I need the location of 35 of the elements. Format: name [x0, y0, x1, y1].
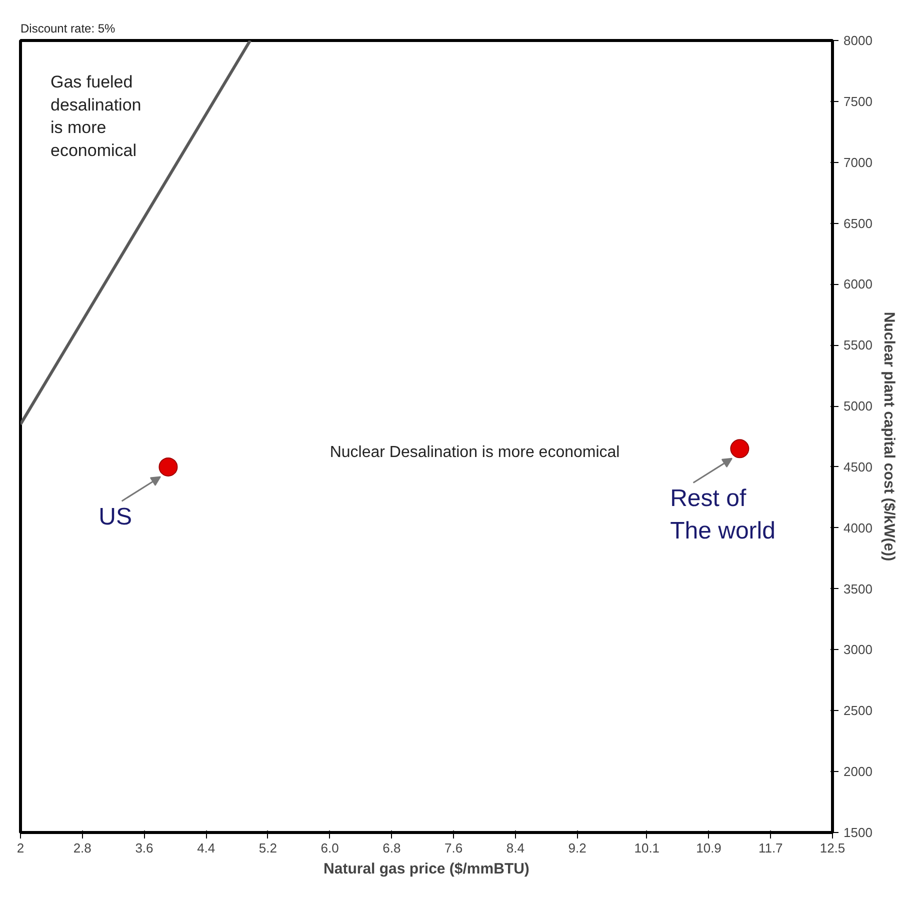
x-tick-label: 6.0: [320, 840, 339, 856]
annotation: US: [98, 504, 132, 531]
x-tick-label: 8.4: [506, 840, 524, 856]
text: Discount rate: 5%: [20, 22, 116, 36]
y-tick-label: 1500: [844, 825, 872, 840]
x-axis-title: Natural gas price ($/mmBTU): [324, 860, 530, 878]
y-tick-label: 3000: [844, 642, 872, 658]
x-tick-label: 10.9: [696, 840, 722, 856]
annotation: Rest of The world: [670, 485, 776, 545]
y-tick-label: 3500: [844, 581, 872, 596]
x-tick-label: 6.8: [382, 840, 401, 856]
y-tick-label: 2000: [844, 764, 872, 780]
y-tick-label: 6500: [844, 216, 872, 231]
annotation: Nuclear Desalination is more economical: [330, 444, 620, 461]
y-tick-label: 8000: [844, 33, 872, 48]
x-tick-label: 3.6: [135, 840, 154, 856]
x-tick-label: 11.7: [758, 840, 783, 856]
x-tick-label: 5.2: [258, 840, 278, 856]
y-tick-label: 4500: [844, 459, 872, 474]
y-tick-label: 6000: [844, 276, 872, 292]
annotation: Gas fueled desalination is more economical: [50, 72, 142, 160]
x-tick-label: 9.2: [568, 840, 586, 856]
y-axis-title: Nuclear plant capital cost ($/kW(e)): [880, 312, 898, 562]
x-tick-label: 4.4: [197, 840, 216, 856]
x-tick-label: 12.5: [820, 840, 846, 856]
y-tick-label: 5000: [844, 398, 872, 414]
y-tick-label: 4000: [844, 520, 872, 536]
y-tick-label: 2500: [844, 703, 872, 718]
y-tick-label: 7000: [844, 154, 872, 170]
x-tick-label: 7.6: [444, 840, 463, 856]
x-tick-label: 2.8: [73, 840, 92, 856]
y-tick-label: 7500: [844, 94, 872, 109]
x-tick-label: 2: [16, 840, 24, 856]
x-tick-label: 10.1: [634, 840, 660, 856]
y-tick-label: 5500: [844, 338, 872, 353]
